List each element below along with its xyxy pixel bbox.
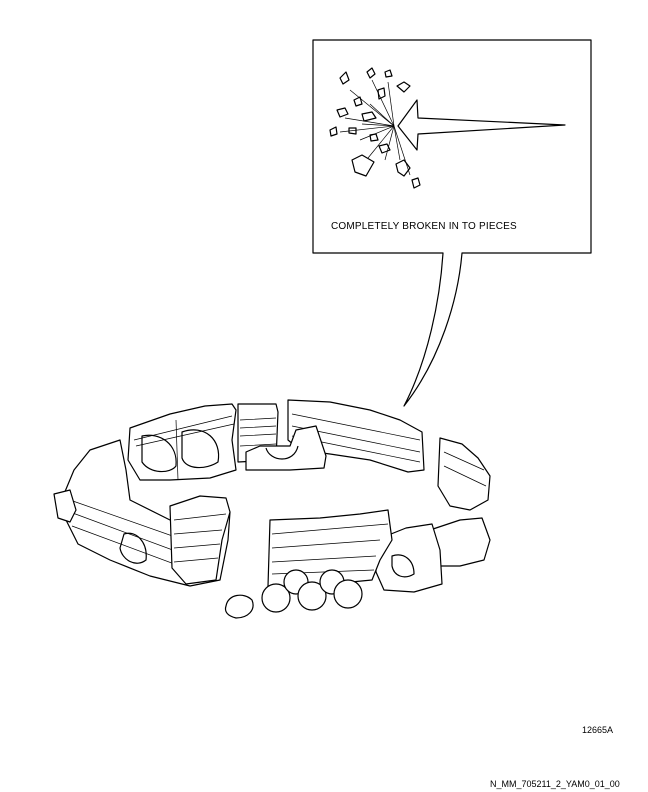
figure-number: 12665A — [582, 725, 614, 735]
drawing-id: N_MM_705211_2_YAM0_01_00 — [490, 779, 620, 789]
fragments-burst-icon — [329, 67, 421, 189]
callout-box — [312, 39, 592, 407]
callout-caption: COMPLETELY BROKEN IN TO PIECES — [331, 221, 517, 232]
broken-cage-ring — [53, 399, 491, 593]
callout-arrow-icon — [397, 99, 566, 151]
loose-balls — [224, 569, 363, 619]
